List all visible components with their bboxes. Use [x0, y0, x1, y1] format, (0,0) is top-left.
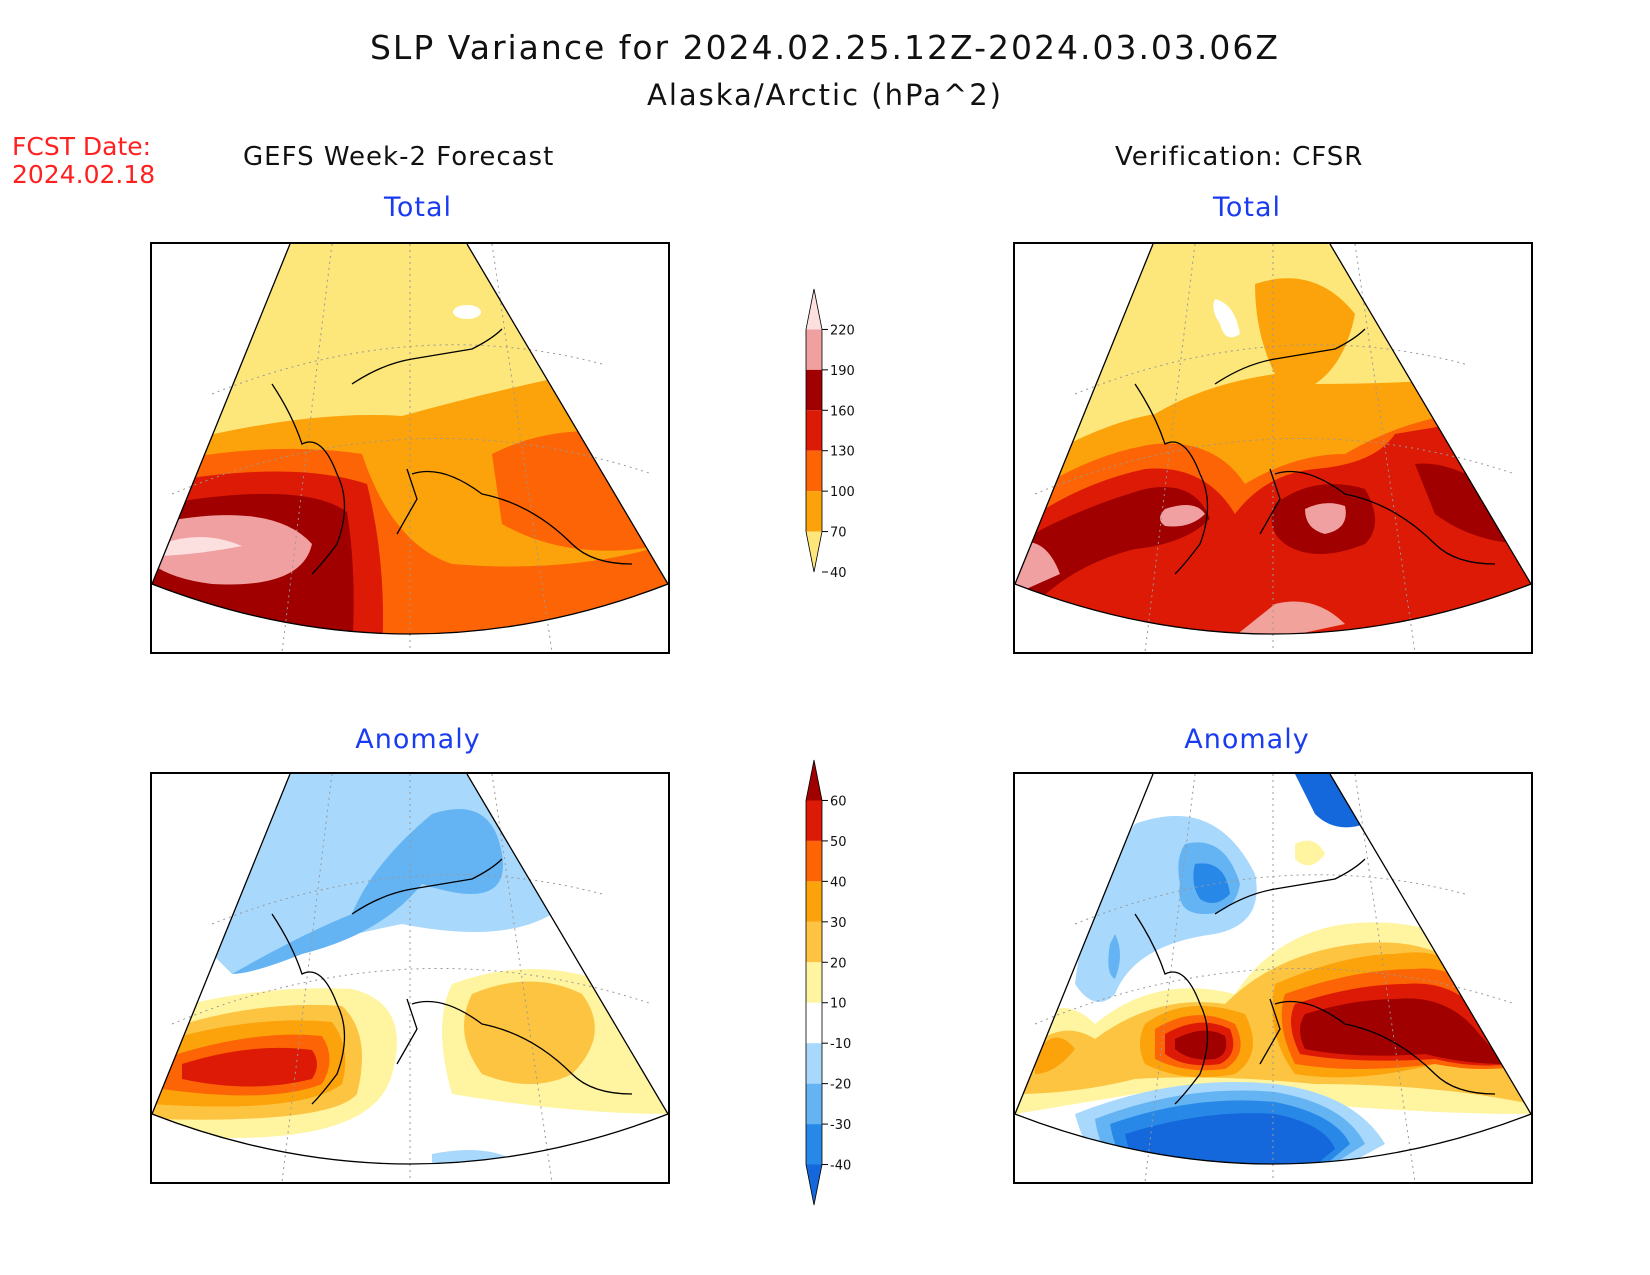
colorbar-anomaly-swatch--10-10: [806, 1002, 822, 1044]
colorbar-anomaly: 60 50 40 30 20 10 -10 -20 -30 -40: [805, 759, 851, 1206]
colorbar-anomaly-swatch--40-: [806, 1164, 822, 1205]
colorbar-total-swatch-220+: [806, 289, 822, 330]
map-gefs-anomaly-svg: [152, 774, 668, 1182]
colorbar-anomaly-swatch-10-20: [806, 962, 822, 1003]
colorbar-total-tick-label: 160: [830, 404, 855, 419]
colorbar-anomaly-tick-label: -20: [830, 1078, 851, 1093]
left-column-title: GEFS Week-2 Forecast: [243, 142, 555, 172]
main-title: SLP Variance for 2024.02.25.12Z-2024.03.…: [369, 28, 1281, 67]
coastline: [152, 244, 668, 635]
map-cfsr-total-svg: [1015, 244, 1531, 652]
colorbar-anomaly-swatch--30--20: [806, 1083, 822, 1125]
colorbar-anomaly-tick-label: 20: [830, 956, 847, 971]
map-gefs-anomaly: [150, 772, 670, 1184]
colorbar-anomaly-swatch-20-30: [806, 921, 822, 963]
colorbar-total-outline: [805, 288, 823, 573]
coastline: [1015, 774, 1531, 1165]
map-cfsr-anomaly-svg: [1015, 774, 1531, 1182]
colorbar-total-tick-label: 190: [830, 364, 855, 379]
colorbar-anomaly-tick-label: 30: [830, 916, 847, 931]
map-gefs-total: [150, 242, 670, 654]
contour-fill: [1015, 774, 1531, 1164]
coastline: [1015, 244, 1531, 635]
map-gefs-total-svg: [152, 244, 668, 652]
colorbar-total-swatch-160-190: [806, 369, 822, 411]
colorbar-anomaly-tick-label: 50: [830, 835, 847, 850]
right-column-title: Verification: CFSR: [1115, 142, 1364, 172]
bottom-left-panel-title: Anomaly: [355, 724, 481, 755]
colorbar-anomaly-tick-label: -30: [830, 1118, 851, 1133]
colorbar-total-tick-label: 40: [830, 566, 847, 581]
colorbar-total-swatch-190-220: [806, 329, 822, 370]
map-cfsr-total: [1013, 242, 1533, 654]
top-right-panel-title: Total: [1212, 192, 1282, 223]
fcst-label: FCST Date:: [12, 132, 152, 161]
sub-title: Alaska/Arctic (hPa^2): [647, 78, 1003, 112]
bottom-right-panel-title: Anomaly: [1184, 724, 1310, 755]
fcst-date: 2024.02.18: [12, 160, 156, 189]
colorbar-anomaly-swatch-60+: [806, 760, 822, 801]
colorbar-total-tick-label: 130: [830, 445, 855, 460]
coastline: [152, 774, 668, 1165]
colorbar-anomaly-tick-label: 10: [830, 997, 847, 1012]
colorbar-anomaly-tick-label: -10: [830, 1037, 851, 1052]
colorbar-total-tick-label: 70: [830, 526, 847, 541]
colorbar-total-tick-label: 220: [830, 323, 855, 338]
colorbar-total-swatch-40-70: [806, 531, 822, 572]
colorbar-anomaly-tick-label: 60: [830, 794, 847, 809]
colorbar-total-swatch-100-130: [806, 450, 822, 492]
colorbar-anomaly-swatch--20--10: [806, 1043, 822, 1084]
graticule: [171, 774, 653, 1182]
colorbar-anomaly-swatch--40--30: [806, 1124, 822, 1165]
colorbar-anomaly-tick-label: 40: [830, 875, 847, 890]
colorbar-anomaly-swatch-40-50: [806, 840, 822, 882]
colorbar-anomaly-swatch-30-40: [806, 881, 822, 922]
map-cfsr-anomaly: [1013, 772, 1533, 1184]
colorbar-anomaly-outline: [805, 759, 823, 1206]
colorbar-anomaly-swatch-50-60: [806, 800, 822, 841]
colorbar-total-swatch-70-100: [806, 491, 822, 532]
graticule: [1034, 774, 1516, 1182]
colorbar-total: 220 190 160 130 100 70 40: [805, 288, 855, 581]
colorbar-anomaly-tick-label: -40: [830, 1159, 851, 1174]
graticule: [171, 244, 653, 652]
graticule: [1034, 244, 1516, 652]
colorbar-total-tick-label: 100: [830, 485, 855, 500]
top-left-panel-title: Total: [383, 192, 453, 223]
colorbar-total-swatch-130-160: [806, 410, 822, 451]
